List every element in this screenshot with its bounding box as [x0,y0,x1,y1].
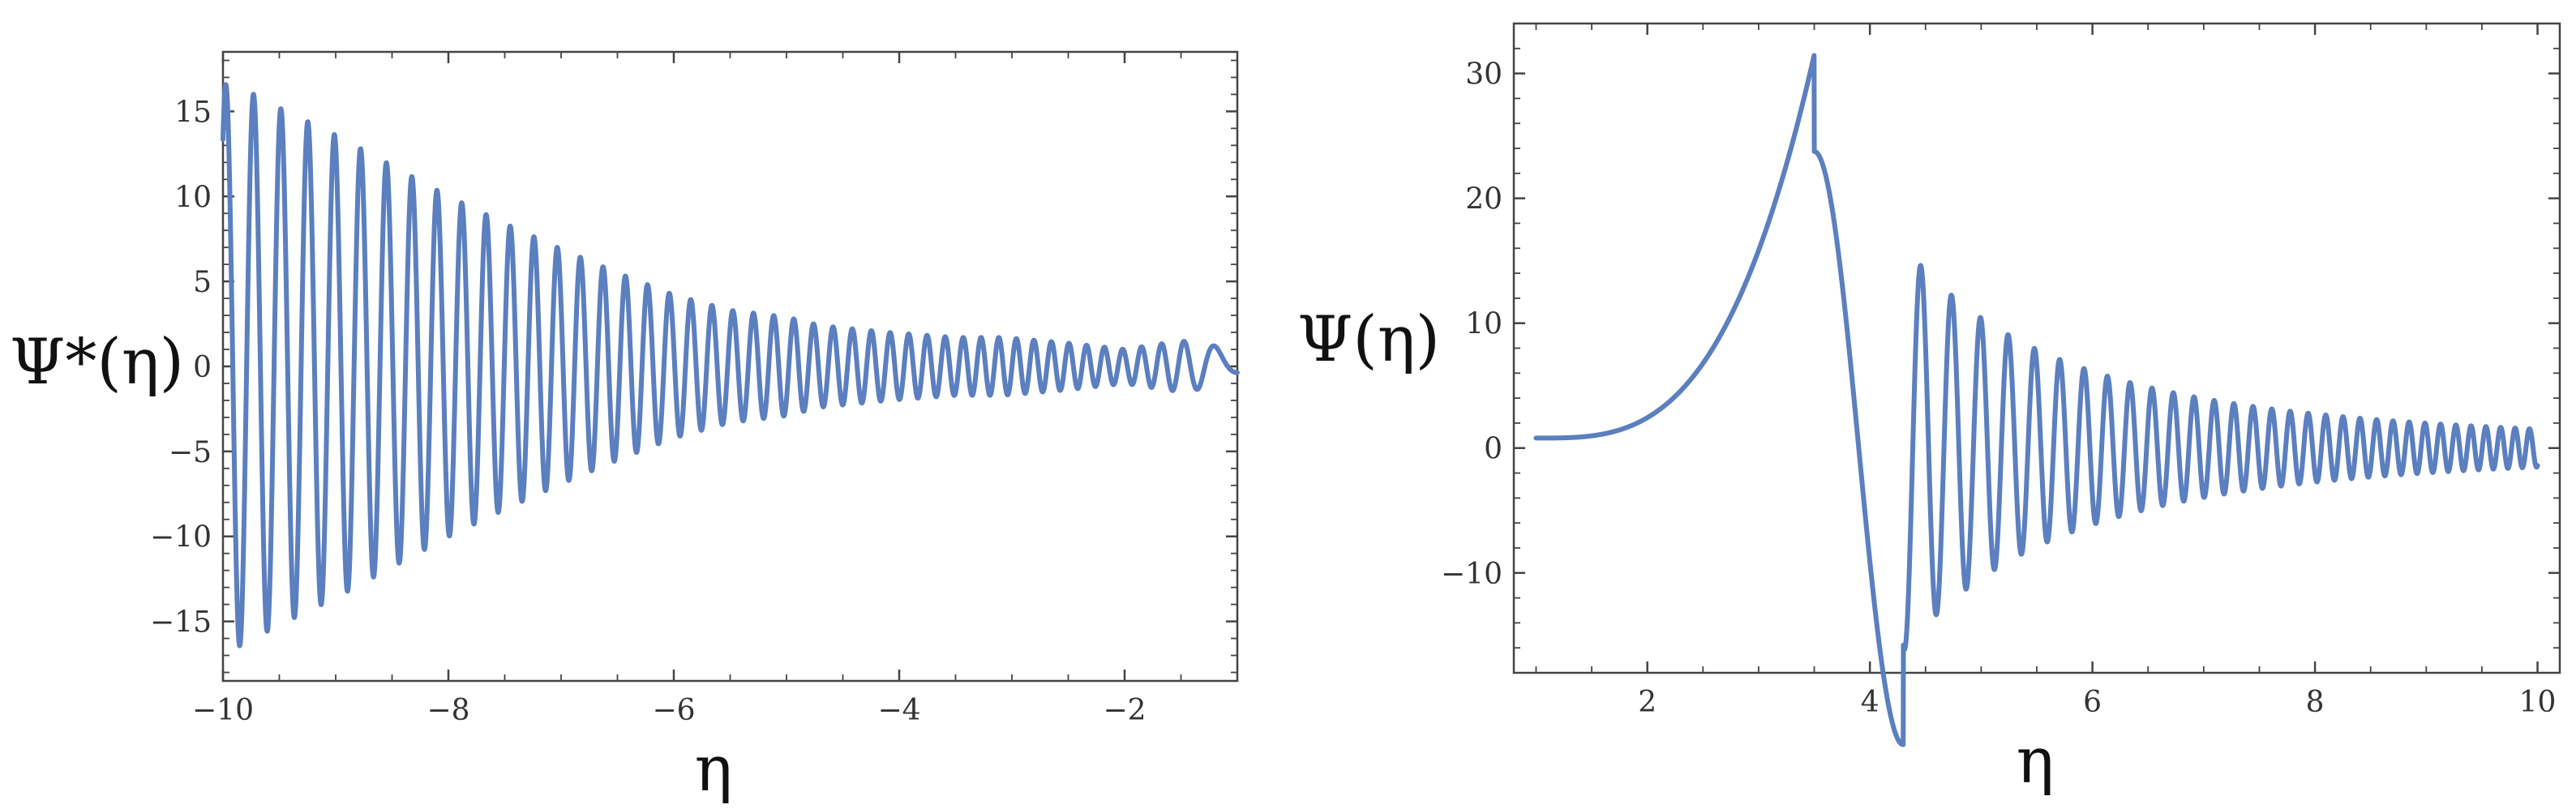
left-y-tick-label: 5 [193,266,212,299]
left-y-tick-label: −5 [169,436,212,469]
right-x-tick-label: 8 [2306,686,2325,719]
left-chart: −10 −8 −6 −4 −2 −15 −10 −5 0 5 10 15 Ψ*(η) η [10,50,1240,806]
right-x-axis-label: η [2017,725,2055,798]
right-chart: 2 4 6 8 10 −10 0 10 20 30 Ψ(η) η [1297,22,2561,798]
right-y-tick-label: 30 [1465,58,1502,92]
left-x-tick-label: −2 [1103,694,1146,727]
right-y-tick-label: −10 [1441,558,1502,591]
left-x-axis-label: η [695,733,733,806]
left-y-tick-label: 15 [174,96,212,129]
left-tick-labels: −10 −8 −6 −4 −2 −15 −10 −5 0 5 10 15 [150,96,1147,727]
right-x-tick-label: 10 [2519,686,2557,719]
right-x-tick-label: 4 [1861,686,1879,719]
left-y-tick-label: 10 [174,181,212,214]
left-y-tick-label: −15 [150,606,212,640]
right-y-tick-label: 0 [1484,433,1502,466]
left-x-tick-label: −6 [652,694,695,727]
left-x-tick-label: −10 [192,694,254,727]
right-y-axis-label: Ψ(η) [1297,303,1440,376]
left-y-tick-label: 0 [193,351,212,384]
right-y-tick-label: 10 [1465,308,1502,341]
left-x-tick-label: −4 [877,694,920,727]
right-y-tick-label: 20 [1465,183,1502,216]
left-plot-frame [221,50,1239,683]
right-ticks [1514,23,2560,674]
left-x-tick-label: −8 [426,694,469,727]
right-x-tick-label: 2 [1638,686,1657,719]
left-ticks [221,52,1238,681]
right-series-line [1533,53,2540,747]
right-tick-labels: 2 4 6 8 10 −10 0 10 20 30 [1441,58,2556,719]
left-y-tick-label: −10 [150,521,212,554]
right-x-tick-label: 6 [2083,686,2102,719]
left-series-line [221,82,1240,648]
left-y-axis-label: Ψ*(η) [10,326,184,399]
